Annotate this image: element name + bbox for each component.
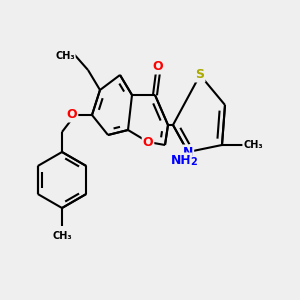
Text: O: O — [67, 109, 77, 122]
Text: 2: 2 — [190, 157, 197, 167]
Text: O: O — [143, 136, 153, 148]
Text: S: S — [196, 68, 205, 82]
Text: O: O — [153, 61, 163, 74]
Text: CH₃: CH₃ — [52, 231, 72, 241]
Text: NH: NH — [171, 154, 191, 166]
Text: CH₃: CH₃ — [55, 51, 75, 61]
Text: N: N — [183, 146, 193, 158]
Text: CH₃: CH₃ — [243, 140, 263, 150]
